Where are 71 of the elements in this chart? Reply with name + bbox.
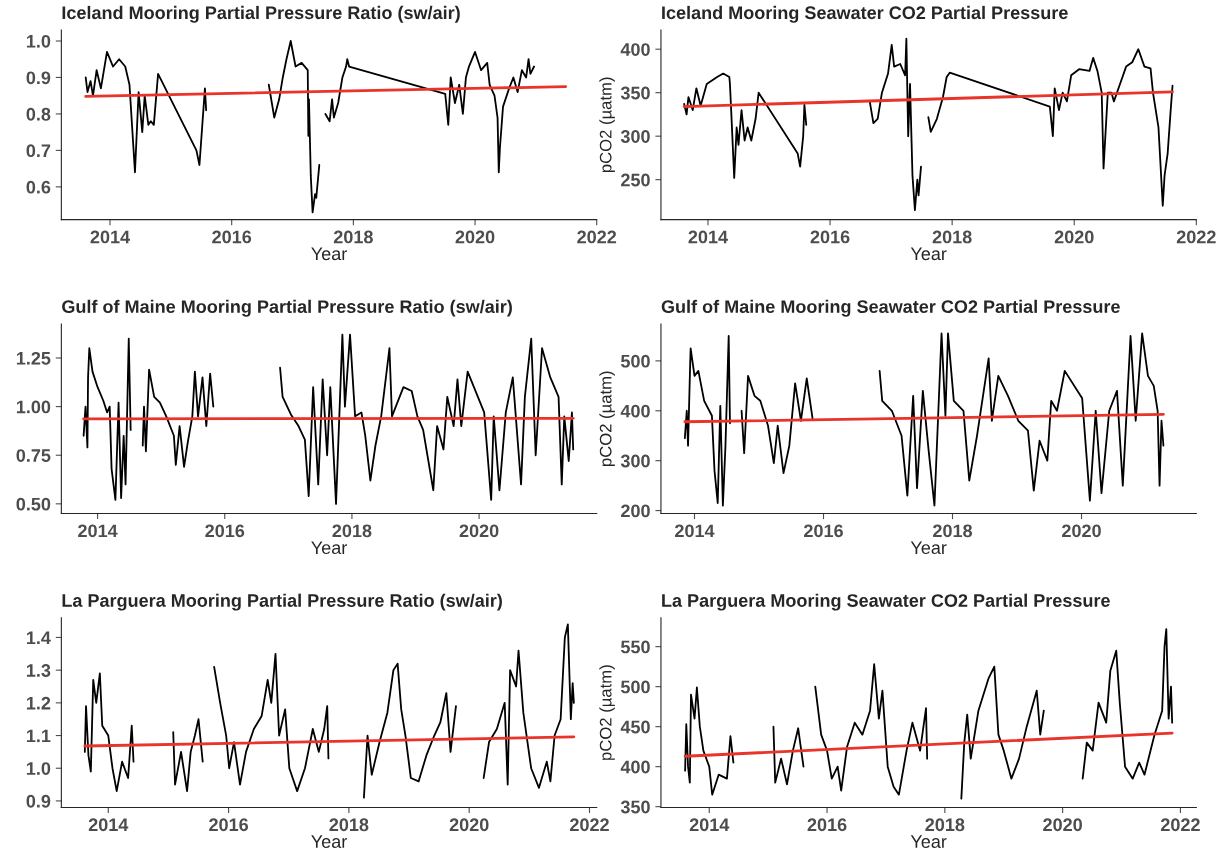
y-tick-label: 0.75: [16, 449, 51, 462]
x-tick-label: 2018: [933, 524, 973, 538]
y-tick-label: 0.7: [26, 144, 51, 158]
y-tick-label: 350: [620, 800, 650, 814]
y-tick-label: 1.00: [16, 400, 51, 414]
x-tick-label: 2020: [1054, 230, 1094, 244]
chart-title: La Parguera Mooring Seawater CO2 Partial Pressure: [662, 593, 1110, 611]
y-tick-label: 300: [620, 130, 650, 143]
x-tick-label: 2014: [675, 524, 715, 538]
y-tick-label: 500: [620, 680, 650, 694]
y-tick-label: 400: [620, 404, 650, 418]
x-tick-label: 2022: [570, 818, 609, 832]
x-tick-label: 2020: [459, 524, 499, 538]
x-tick-label: 2018: [925, 818, 965, 832]
chart-title: Gulf of Maine Mooring Partial Pressure Ratio (sw/air): [62, 299, 512, 317]
chart-title: La Parguera Mooring Partial Pressure Ratio (sw/air): [62, 593, 502, 611]
y-tick-label: 1.3: [26, 664, 51, 677]
y-axis-title: pCO2 (µatm): [599, 77, 615, 173]
x-tick-label: 2022: [1160, 818, 1200, 832]
chart-title: Gulf of Maine Mooring Seawater CO2 Partial Pressure: [661, 299, 1120, 317]
y-tick-label: 1.25: [16, 351, 51, 365]
x-tick-label: 2014: [88, 818, 129, 832]
y-tick-label: 1.1: [26, 729, 51, 743]
y-tick-label: 250: [621, 173, 650, 187]
y-tick-label: 0.50: [16, 497, 51, 511]
x-tick-label: 2016: [807, 818, 847, 832]
x-axis-title: Year: [311, 541, 347, 555]
x-axis-title: Year: [910, 541, 947, 555]
x-axis-title: Year: [910, 835, 947, 848]
x-tick-label: 2020: [455, 230, 495, 244]
x-axis-title: Year: [311, 835, 347, 848]
y-tick-label: 1.2: [26, 696, 51, 710]
y-tick-label: 1.0: [26, 34, 51, 48]
y-tick-label: 1.0: [26, 762, 51, 775]
x-tick-label: 2018: [329, 818, 369, 832]
y-tick-label: 200: [621, 504, 650, 518]
x-tick-label: 2014: [78, 524, 118, 538]
y-tick-label: 450: [620, 720, 650, 734]
y-tick-label: 0.6: [26, 180, 51, 194]
x-tick-label: 2018: [333, 230, 373, 244]
y-tick-label: 0.9: [26, 71, 51, 85]
y-tick-label: 0.8: [26, 107, 51, 121]
chart-title: Iceland Mooring Partial Pressure Ratio (sw/air): [62, 5, 460, 23]
x-tick-label: 2016: [804, 524, 843, 538]
x-tick-label: 2014: [688, 230, 728, 244]
x-tick-label: 2016: [209, 818, 249, 832]
y-tick-label: 400: [620, 43, 650, 56]
x-tick-label: 2020: [1043, 818, 1082, 832]
y-tick-label: 1.4: [26, 631, 51, 645]
x-tick-label: 2014: [90, 230, 131, 244]
x-tick-label: 2020: [1062, 524, 1101, 538]
y-tick-label: 400: [620, 760, 650, 774]
y-axis-title: pCO2 (µatm): [599, 371, 615, 467]
x-tick-label: 2020: [449, 818, 489, 832]
x-tick-label: 2016: [212, 230, 252, 244]
y-tick-label: 0.9: [26, 794, 51, 808]
x-tick-label: 2018: [932, 230, 972, 244]
x-tick-label: 2018: [332, 524, 372, 538]
x-axis-title: Year: [311, 247, 347, 261]
x-tick-label: 2022: [577, 230, 617, 244]
y-tick-label: 500: [620, 354, 650, 368]
y-tick-label: 300: [620, 454, 650, 468]
x-axis-title: Year: [910, 247, 947, 261]
x-tick-label: 2022: [1176, 230, 1216, 244]
y-tick-label: 350: [620, 86, 650, 100]
x-tick-label: 2014: [689, 818, 730, 832]
y-tick-label: 550: [620, 640, 650, 654]
chart-title: Iceland Mooring Seawater CO2 Partial Pressure: [662, 5, 1068, 23]
x-tick-label: 2016: [205, 524, 245, 538]
x-tick-label: 2016: [810, 230, 850, 244]
y-axis-title: pCO2 (µatm): [599, 665, 615, 760]
